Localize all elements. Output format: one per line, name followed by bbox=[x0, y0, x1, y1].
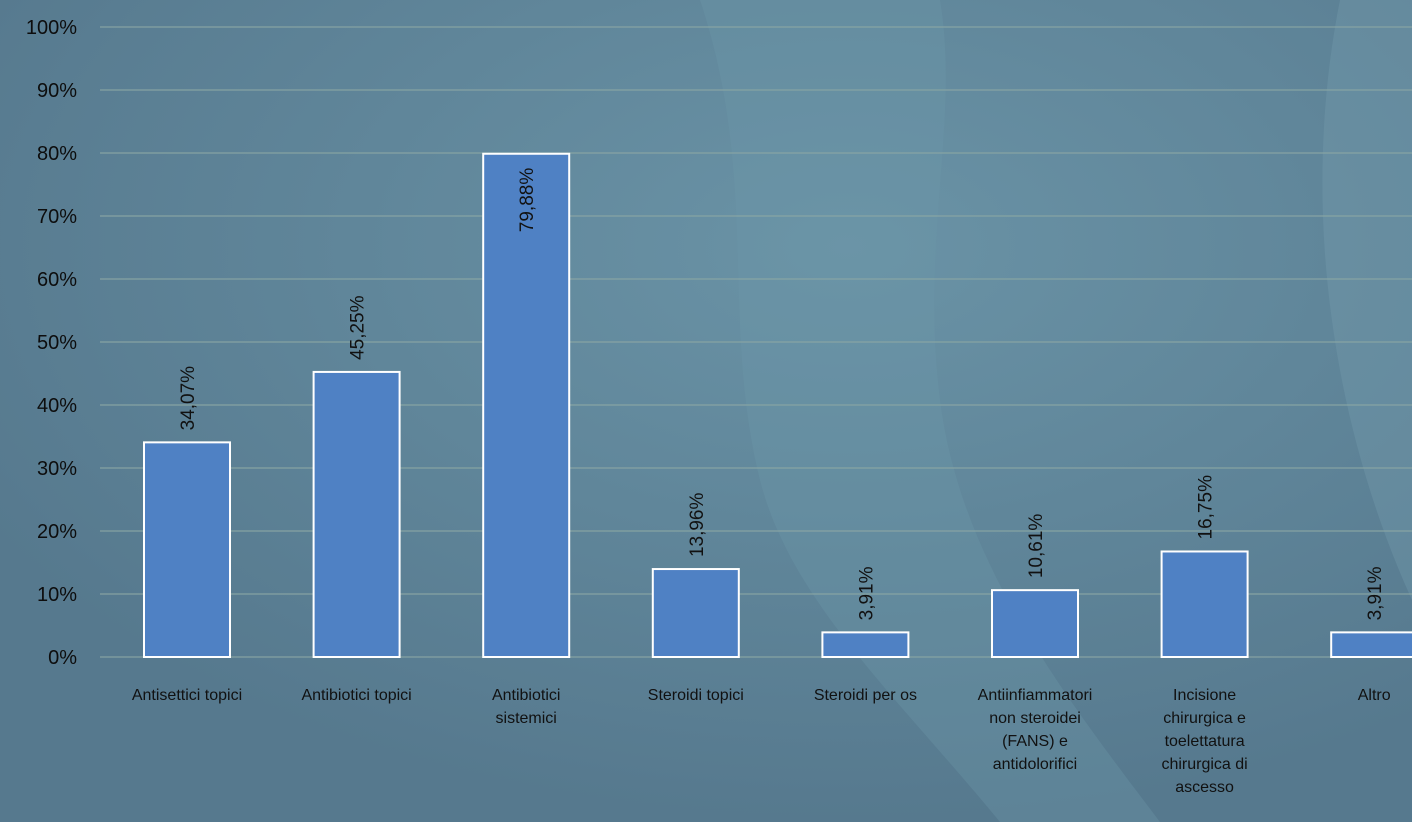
data-label: 13,96% bbox=[687, 493, 708, 558]
data-label: 79,88% bbox=[517, 168, 538, 233]
background-decoration bbox=[700, 0, 1160, 822]
category-label: Antisettici topici bbox=[132, 687, 242, 704]
data-label: 10,61% bbox=[1026, 514, 1047, 579]
category-label-line: sistemici bbox=[496, 710, 557, 727]
category-label-line: Antisettici topici bbox=[132, 687, 242, 704]
category-label: Altro bbox=[1358, 687, 1391, 704]
y-tick-label: 10% bbox=[37, 584, 77, 606]
category-label-line: chirurgica di bbox=[1161, 756, 1247, 773]
category-label-line: Antibiotici topici bbox=[301, 687, 411, 704]
category-label-line: Antibiotici bbox=[492, 687, 560, 704]
data-label: 3,91% bbox=[1365, 566, 1386, 620]
y-tick-label: 60% bbox=[37, 269, 77, 291]
bar[interactable] bbox=[312, 370, 401, 658]
category-label: Steroidi topici bbox=[648, 687, 744, 704]
bar[interactable] bbox=[1160, 550, 1249, 658]
category-label: Antiinfiammatori non steroidei (FANS) e ant… bbox=[978, 687, 1093, 773]
category-label-line: Steroidi topici bbox=[648, 687, 744, 704]
y-tick-label: 50% bbox=[37, 332, 77, 354]
category-label-line: (FANS) e bbox=[1002, 733, 1068, 750]
bar[interactable] bbox=[1330, 631, 1412, 659]
bar[interactable] bbox=[651, 568, 740, 658]
category-label-line: Antiinfiammatori bbox=[978, 687, 1093, 704]
data-label: 34,07% bbox=[178, 366, 199, 431]
y-tick-label: 100% bbox=[26, 17, 77, 39]
data-label: 16,75% bbox=[1196, 475, 1217, 540]
category-label-line: toelettatura bbox=[1165, 733, 1245, 750]
category-label-line: ascesso bbox=[1175, 779, 1234, 796]
y-tick-label: 30% bbox=[37, 458, 77, 480]
y-tick-label: 20% bbox=[37, 521, 77, 543]
bar[interactable] bbox=[143, 441, 231, 659]
category-label-line: Steroidi per os bbox=[814, 687, 917, 704]
category-label-line: non steroidei bbox=[989, 710, 1081, 727]
bar[interactable] bbox=[482, 152, 571, 658]
y-tick-label: 90% bbox=[37, 80, 77, 102]
category-label-line: Incisione bbox=[1173, 687, 1236, 704]
data-label: 3,91% bbox=[856, 566, 877, 620]
bar[interactable] bbox=[821, 631, 910, 659]
y-tick-label: 0% bbox=[48, 647, 77, 669]
category-label: Antibiotici sistemici bbox=[492, 687, 560, 727]
y-tick-label: 40% bbox=[37, 395, 77, 417]
category-label: Steroidi per os bbox=[814, 687, 917, 704]
background-decoration-2 bbox=[1322, 0, 1412, 600]
bar[interactable] bbox=[991, 589, 1079, 658]
data-label: 45,25% bbox=[348, 295, 369, 360]
y-tick-label: 70% bbox=[37, 206, 77, 228]
category-label: Antibiotici topici bbox=[301, 687, 411, 704]
category-label-line: chirurgica e bbox=[1163, 710, 1246, 727]
y-tick-label: 80% bbox=[37, 143, 77, 165]
category-label: Incisione chirurgica e toelettatura chirurg… bbox=[1161, 687, 1247, 796]
category-label-line: antidolorifici bbox=[993, 756, 1077, 773]
category-label-line: Altro bbox=[1358, 687, 1391, 704]
